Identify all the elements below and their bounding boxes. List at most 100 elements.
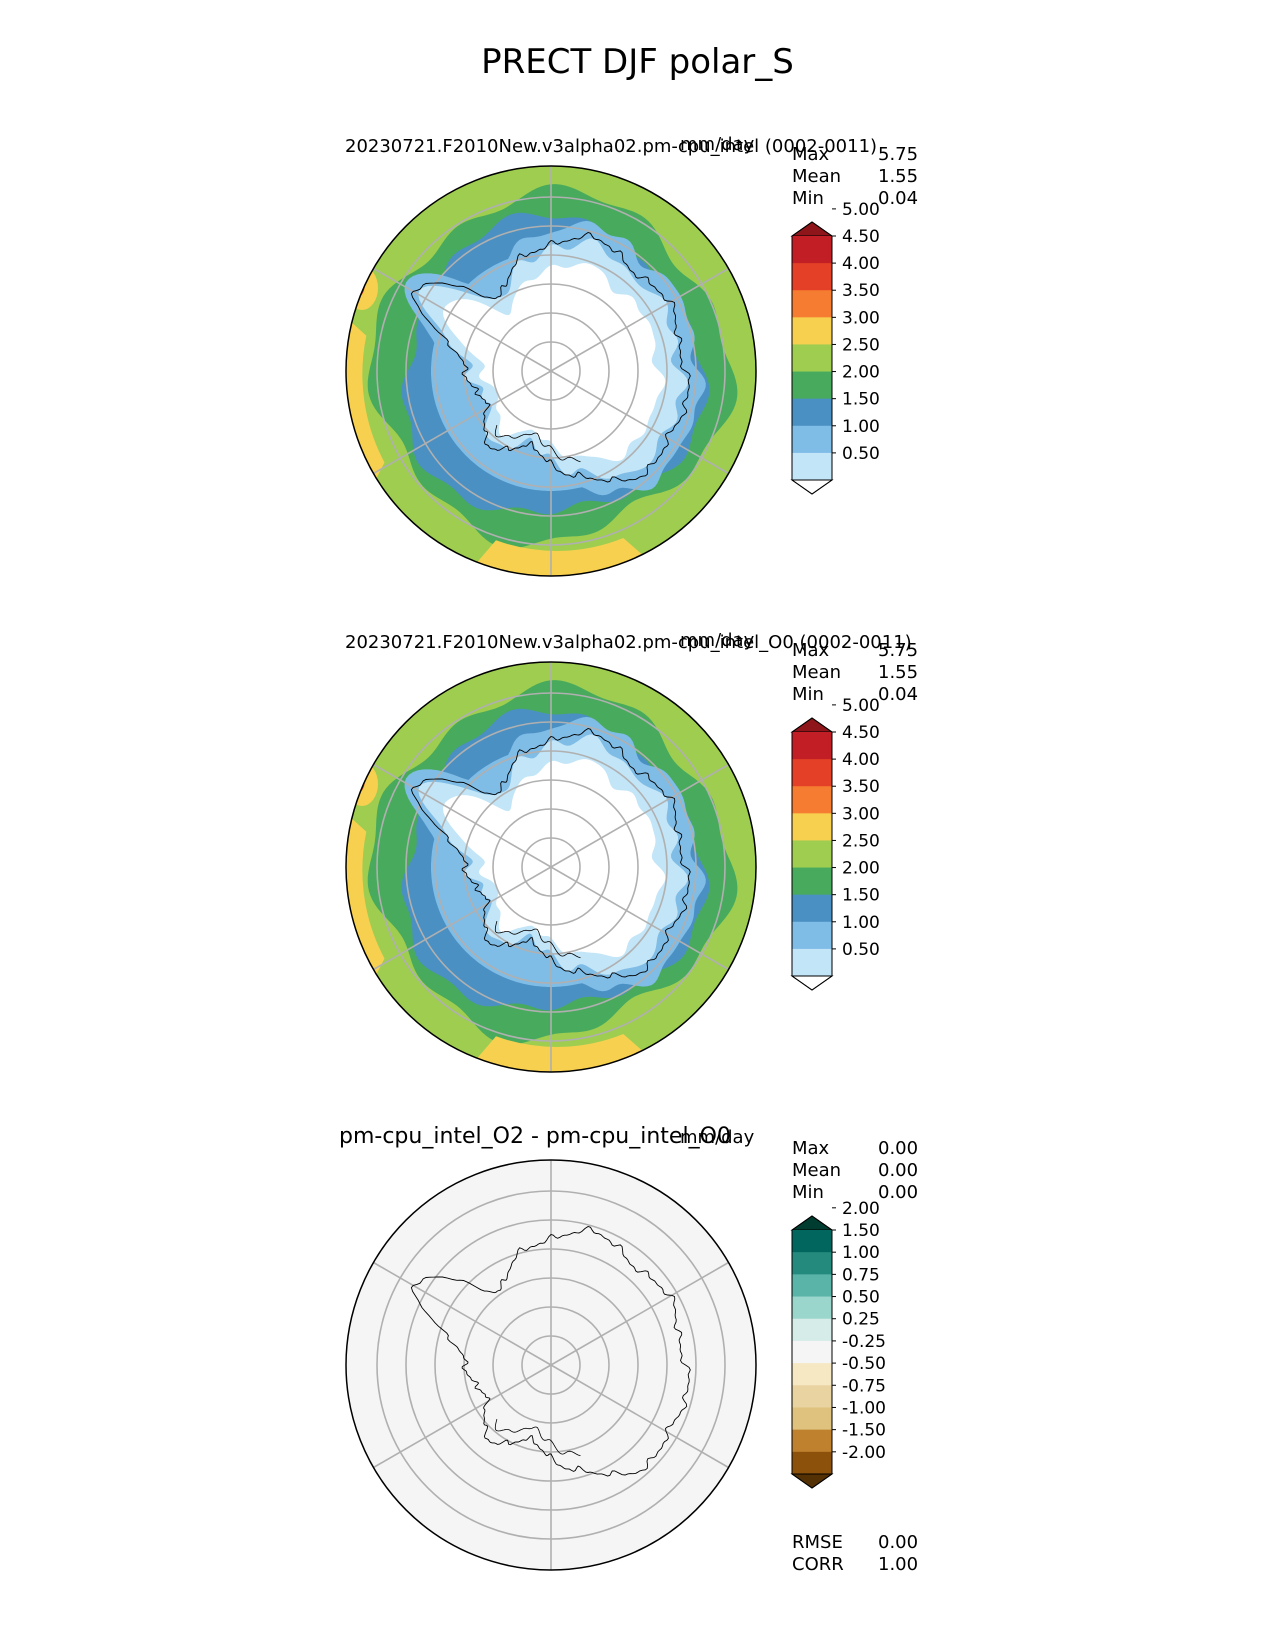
precip-band-0 xyxy=(443,759,666,958)
panel-3-units: mm/day xyxy=(680,1127,755,1148)
longitude-gridline xyxy=(373,370,552,475)
colorbar-frame xyxy=(791,1215,833,1489)
precip-band-0 xyxy=(443,263,666,462)
longitude-gridline xyxy=(373,267,552,372)
panel-1-units: mm/day xyxy=(680,134,755,155)
stat-mean: Mean 1.55 xyxy=(792,662,919,683)
colorbar-segment xyxy=(792,1296,832,1320)
colorbar-3: -2.00-1.50 -1.00-0.75-0.50-0.250.250.50 0.… xyxy=(790,1199,886,1489)
map-boundary xyxy=(345,1159,757,1571)
stat-max: Max 5.75 xyxy=(792,144,919,165)
colorbar-segment xyxy=(792,317,832,345)
colorbar-tick-label: 0.50 xyxy=(842,1288,880,1308)
colorbar-segment xyxy=(792,948,832,977)
stat-mean: Mean 1.55 xyxy=(792,166,919,187)
colorbar-tick-label: 1.50 xyxy=(842,390,880,410)
polar-map-1 xyxy=(345,165,757,577)
ice-shelf-line xyxy=(494,1419,581,1457)
colorbar-tick-label: 2.00 xyxy=(842,363,880,383)
panel-2-stats: Max 5.75 Mean 1.55 Min 0.04 xyxy=(792,640,922,706)
colorbar-segment xyxy=(792,1451,832,1475)
colorbar-tick-label: 4.50 xyxy=(842,723,880,743)
colorbar-segment xyxy=(792,894,832,923)
colorbar-segment xyxy=(792,371,832,400)
colorbar-segment xyxy=(792,786,832,814)
stat-mean: Mean 0.00 xyxy=(792,1160,919,1181)
longitude-gridline xyxy=(550,1364,729,1469)
precip-hotspot-5.0 xyxy=(348,770,358,786)
colorbar-tick-label: 4.00 xyxy=(842,750,880,770)
colorbar-frame xyxy=(791,221,833,495)
colorbar-segment xyxy=(792,759,832,787)
colorbar-tick-label: 2.50 xyxy=(842,335,880,355)
colorbar-segment xyxy=(792,425,832,454)
colorbar-extend-min xyxy=(790,479,834,495)
colorbar-segment xyxy=(792,263,832,291)
colorbar-tick-label: 2.50 xyxy=(842,831,880,851)
colorbar-tick-label: -1.00 xyxy=(842,1398,886,1418)
precip-band-3.5-west xyxy=(346,814,385,980)
colorbar-tick-label: -0.75 xyxy=(842,1376,886,1396)
panel-1-title: 20230721.F2010New.v3alpha02.pm-cpu_intel… xyxy=(345,136,878,157)
colorbar-segment xyxy=(792,1274,832,1298)
colorbar-segment xyxy=(792,867,832,896)
longitude-gridline xyxy=(550,763,729,868)
colorbar-segment xyxy=(792,290,832,318)
precip-hotspot-3.5 xyxy=(346,762,378,806)
colorbar-tick-label: 5.00 xyxy=(842,696,880,716)
antarctica-coastline xyxy=(410,232,691,483)
colorbar-segment xyxy=(792,452,832,481)
colorbar-segment xyxy=(792,1407,832,1431)
colorbar-tick-label: 0.25 xyxy=(842,1310,880,1330)
metric-rmse: RMSE 0.00 xyxy=(792,1532,919,1553)
colorbar-tick-label: -0.25 xyxy=(842,1332,886,1352)
colorbar-frame xyxy=(791,717,833,991)
colorbar-segment xyxy=(792,840,832,869)
precip-hotspot-4.5 xyxy=(347,766,365,794)
panel-1-stats: Max 5.75 Mean 1.55 Min 0.04 xyxy=(792,144,922,210)
longitude-gridline xyxy=(373,866,552,971)
map-boundary xyxy=(345,661,757,1073)
precip-hotspot-3.5 xyxy=(346,266,378,310)
antarctica-coastline xyxy=(410,728,691,979)
colorbar-extend-min xyxy=(790,1473,834,1489)
colorbar-1: 0.50 1.00 1.50 2.00 2.50 3.00 3.50 4.00 4.50 5.00 xyxy=(790,200,880,495)
colorbar-tick-label: 0.75 xyxy=(842,1265,880,1285)
colorbar-segment xyxy=(792,1252,832,1275)
panel-2-units: mm/day xyxy=(680,630,755,651)
ice-shelf-line xyxy=(494,425,581,463)
colorbar-tick-label: 1.00 xyxy=(842,913,880,933)
longitude-gridline xyxy=(550,370,729,475)
stat-min: Min 0.04 xyxy=(792,188,919,209)
colorbar-segment xyxy=(792,1230,832,1253)
colorbar-tick-label: 1.00 xyxy=(842,1243,880,1263)
colorbar-segment xyxy=(792,1385,832,1408)
colorbar-extend-min xyxy=(790,975,834,991)
polar-map-3 xyxy=(345,1159,757,1571)
colorbar-segment xyxy=(792,813,832,841)
colorbar-segment xyxy=(792,1363,832,1386)
longitude-gridline xyxy=(550,866,729,971)
colorbar-tick-label: -1.50 xyxy=(842,1421,886,1441)
map-boundary xyxy=(345,165,757,577)
colorbar-tick-label: 1.50 xyxy=(842,1221,880,1241)
figure-title: PRECT DJF polar_S xyxy=(481,42,794,82)
colorbar-2: 0.50 1.00 1.50 2.00 2.50 3.00 3.50 4.00 4.50 5.00 xyxy=(790,696,880,991)
stat-min: Min 0.00 xyxy=(792,1182,919,1203)
colorbar-tick-label: -2.00 xyxy=(842,1443,886,1463)
colorbar-segment xyxy=(792,1429,832,1453)
colorbar-segment xyxy=(792,1318,832,1342)
colorbar-tick-label: 0.50 xyxy=(842,940,880,960)
stat-min: Min 0.04 xyxy=(792,684,919,705)
colorbar-extend-max xyxy=(790,717,834,733)
longitude-gridline xyxy=(373,1364,552,1469)
colorbar-tick-label: -0.50 xyxy=(842,1354,886,1374)
panel-2-title: 20230721.F2010New.v3alpha02.pm-cpu_intel… xyxy=(345,632,912,653)
colorbar-tick-label: 1.00 xyxy=(842,417,880,437)
colorbar-tick-label: 3.50 xyxy=(842,281,880,301)
antarctica-coastline xyxy=(410,1226,691,1477)
colorbar-segment xyxy=(792,1340,832,1364)
colorbar-tick-label: 4.50 xyxy=(842,227,880,247)
colorbar-segment xyxy=(792,732,832,760)
colorbar-extend-max xyxy=(790,1215,834,1231)
